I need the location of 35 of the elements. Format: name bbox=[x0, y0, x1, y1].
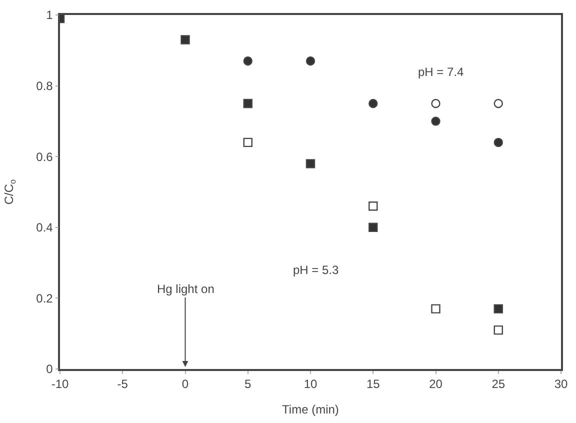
annotation: pH = 5.3 bbox=[293, 263, 340, 277]
x-tick-label: 15 bbox=[366, 377, 380, 392]
point bbox=[494, 325, 503, 335]
point bbox=[494, 304, 503, 314]
y-tick-label: 0.2 bbox=[36, 291, 54, 306]
x-tick-label: 10 bbox=[304, 377, 318, 392]
y-tick-label: 0.8 bbox=[36, 79, 54, 93]
y-tick-label: 0.4 bbox=[36, 220, 54, 235]
x-tick-label: 20 bbox=[429, 377, 443, 392]
point bbox=[368, 202, 378, 211]
y-tick-label: 1 bbox=[46, 8, 54, 22]
point bbox=[243, 98, 252, 108]
point bbox=[180, 35, 190, 44]
point bbox=[431, 116, 440, 126]
point bbox=[306, 159, 316, 168]
point bbox=[243, 56, 252, 66]
annotation: Hg light on bbox=[157, 282, 214, 296]
x-tick-label: 30 bbox=[554, 377, 568, 392]
x-tick-label: 0 bbox=[182, 377, 189, 392]
y-tick-label: 0 bbox=[46, 362, 54, 376]
point bbox=[368, 98, 378, 108]
point bbox=[243, 138, 252, 148]
point bbox=[494, 138, 503, 148]
point bbox=[368, 222, 378, 232]
x-tick-label: -10 bbox=[51, 377, 69, 392]
annotation: pH = 7.4 bbox=[418, 65, 464, 79]
x-tick-label: 25 bbox=[492, 377, 506, 392]
x-axis-title: Time (min) bbox=[282, 402, 339, 417]
x-tick-label: 5 bbox=[244, 377, 252, 392]
point bbox=[431, 304, 440, 314]
x-tick-label: -5 bbox=[117, 377, 128, 392]
y-tick-label: 0.6 bbox=[36, 150, 54, 164]
point bbox=[431, 98, 440, 108]
point bbox=[306, 56, 316, 66]
point bbox=[494, 98, 503, 108]
